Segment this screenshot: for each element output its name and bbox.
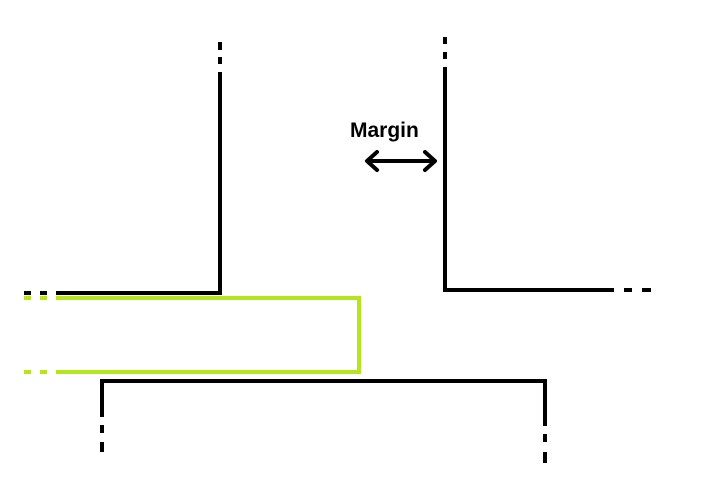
bottom-box [100,379,547,463]
bottom-box-edge [100,379,547,426]
top-left-box-edge [56,72,222,295]
top-left-box [24,42,222,295]
double-headed-horizontal-arrow-icon [365,150,437,172]
top-right-box [443,37,651,292]
top-right-box-edge [443,67,614,292]
margin-label: Margin [350,119,419,142]
highlighted-box [24,296,361,374]
highlighted-box-edge [56,296,361,374]
